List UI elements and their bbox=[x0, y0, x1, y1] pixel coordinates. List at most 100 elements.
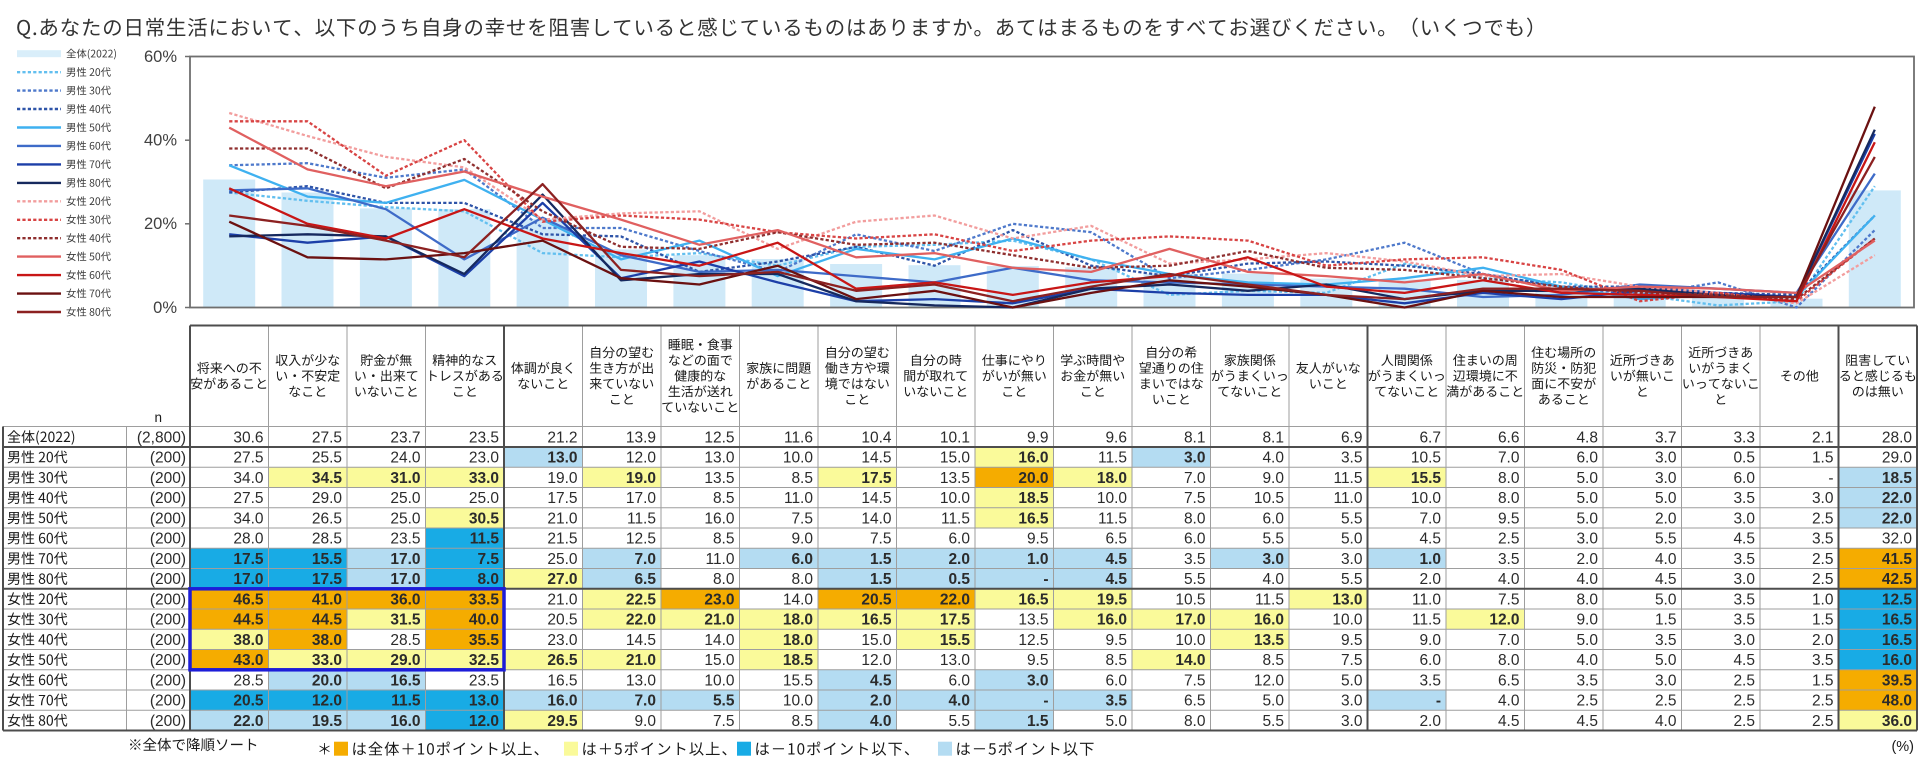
svg-text:25.5: 25.5 bbox=[312, 450, 342, 467]
svg-text:9.5: 9.5 bbox=[1341, 632, 1363, 649]
svg-text:16.0: 16.0 bbox=[1254, 612, 1284, 629]
svg-text:24.0: 24.0 bbox=[390, 450, 421, 467]
svg-text:40%: 40% bbox=[144, 132, 177, 150]
svg-text:2.5: 2.5 bbox=[1733, 672, 1755, 689]
svg-text:7.5: 7.5 bbox=[1341, 652, 1363, 669]
svg-text:32.0: 32.0 bbox=[1882, 531, 1913, 548]
svg-text:3.0: 3.0 bbox=[1655, 450, 1677, 467]
svg-text:0.5: 0.5 bbox=[1733, 450, 1755, 467]
svg-text:6.0: 6.0 bbox=[948, 672, 970, 689]
svg-text:26.5: 26.5 bbox=[547, 652, 578, 669]
svg-text:8.5: 8.5 bbox=[791, 470, 813, 487]
svg-text:(200): (200) bbox=[150, 652, 186, 669]
svg-text:4.0: 4.0 bbox=[1262, 450, 1284, 467]
svg-text:1.5: 1.5 bbox=[1655, 612, 1677, 629]
svg-text:17.5: 17.5 bbox=[547, 490, 577, 507]
svg-text:(200): (200) bbox=[150, 672, 186, 689]
svg-text:4.0: 4.0 bbox=[1655, 713, 1677, 730]
svg-text:8.5: 8.5 bbox=[713, 531, 735, 548]
svg-text:8.0: 8.0 bbox=[1498, 470, 1520, 487]
svg-text:1.5: 1.5 bbox=[1812, 672, 1834, 689]
svg-text:19.0: 19.0 bbox=[547, 470, 578, 487]
svg-text:10.1: 10.1 bbox=[940, 429, 970, 446]
svg-text:36.0: 36.0 bbox=[390, 591, 420, 608]
svg-text:3.0: 3.0 bbox=[1341, 713, 1363, 730]
svg-text:25.0: 25.0 bbox=[547, 551, 578, 568]
svg-text:8.0: 8.0 bbox=[713, 571, 735, 588]
svg-text:16.5: 16.5 bbox=[390, 672, 421, 689]
svg-text:7.5: 7.5 bbox=[1184, 490, 1206, 507]
svg-text:11.5: 11.5 bbox=[1255, 591, 1284, 608]
svg-text:10.0: 10.0 bbox=[783, 450, 814, 467]
svg-text:2.1: 2.1 bbox=[1812, 429, 1834, 446]
svg-text:-: - bbox=[1043, 693, 1048, 710]
svg-text:5.5: 5.5 bbox=[1341, 510, 1363, 527]
svg-text:13.5: 13.5 bbox=[1018, 612, 1048, 629]
svg-text:2.5: 2.5 bbox=[1576, 693, 1598, 710]
svg-text:1.5: 1.5 bbox=[870, 571, 892, 588]
svg-text:8.5: 8.5 bbox=[1105, 652, 1127, 669]
svg-text:13.0: 13.0 bbox=[547, 450, 577, 467]
svg-text:48.0: 48.0 bbox=[1882, 693, 1912, 710]
svg-text:11.0: 11.0 bbox=[784, 490, 813, 507]
svg-text:5.0: 5.0 bbox=[1576, 632, 1598, 649]
svg-text:9.0: 9.0 bbox=[634, 713, 656, 730]
svg-text:4.0: 4.0 bbox=[1498, 571, 1520, 588]
svg-text:36.0: 36.0 bbox=[1882, 713, 1912, 730]
svg-text:4.5: 4.5 bbox=[1655, 571, 1677, 588]
svg-text:(2,800): (2,800) bbox=[137, 429, 186, 446]
svg-text:2.5: 2.5 bbox=[1655, 693, 1677, 710]
svg-text:11.5: 11.5 bbox=[1098, 450, 1127, 467]
svg-text:2.5: 2.5 bbox=[1498, 531, 1520, 548]
svg-text:3.5: 3.5 bbox=[1733, 591, 1755, 608]
svg-text:3.5: 3.5 bbox=[1341, 450, 1363, 467]
svg-text:11.5: 11.5 bbox=[1333, 470, 1362, 487]
svg-text:-: - bbox=[1828, 470, 1833, 487]
svg-text:10.4: 10.4 bbox=[861, 429, 892, 446]
svg-text:12.0: 12.0 bbox=[626, 450, 657, 467]
svg-text:5.0: 5.0 bbox=[1576, 510, 1598, 527]
svg-text:22.5: 22.5 bbox=[626, 591, 657, 608]
svg-text:13.0: 13.0 bbox=[1332, 591, 1362, 608]
svg-text:20.5: 20.5 bbox=[861, 591, 892, 608]
svg-text:3.0: 3.0 bbox=[1733, 632, 1755, 649]
svg-text:9.5: 9.5 bbox=[1027, 531, 1049, 548]
svg-text:22.0: 22.0 bbox=[1882, 510, 1912, 527]
svg-text:18.0: 18.0 bbox=[783, 632, 813, 649]
svg-text:28.5: 28.5 bbox=[312, 531, 342, 548]
svg-text:4.0: 4.0 bbox=[948, 693, 970, 710]
svg-text:21.0: 21.0 bbox=[704, 612, 734, 629]
svg-text:7.0: 7.0 bbox=[1498, 450, 1520, 467]
svg-text:6.5: 6.5 bbox=[634, 571, 656, 588]
svg-text:38.0: 38.0 bbox=[233, 632, 263, 649]
svg-text:10.5: 10.5 bbox=[1411, 450, 1441, 467]
svg-text:20.5: 20.5 bbox=[233, 693, 264, 710]
svg-text:10.0: 10.0 bbox=[1332, 612, 1363, 629]
svg-text:4.5: 4.5 bbox=[1498, 713, 1520, 730]
svg-text:27.0: 27.0 bbox=[547, 571, 577, 588]
svg-text:2.0: 2.0 bbox=[1812, 632, 1834, 649]
svg-text:12.5: 12.5 bbox=[1018, 632, 1048, 649]
svg-text:7.5: 7.5 bbox=[713, 713, 735, 730]
svg-text:8.0: 8.0 bbox=[1498, 652, 1520, 669]
svg-text:19.5: 19.5 bbox=[1097, 591, 1128, 608]
svg-text:5.5: 5.5 bbox=[1655, 531, 1677, 548]
svg-text:11.5: 11.5 bbox=[470, 531, 500, 548]
svg-text:7.5: 7.5 bbox=[870, 531, 892, 548]
svg-text:8.5: 8.5 bbox=[791, 713, 813, 730]
svg-text:3.0: 3.0 bbox=[1027, 672, 1049, 689]
svg-text:13.9: 13.9 bbox=[626, 429, 656, 446]
svg-text:20%: 20% bbox=[144, 215, 177, 233]
svg-text:33.0: 33.0 bbox=[312, 652, 342, 669]
svg-text:17.5: 17.5 bbox=[940, 612, 971, 629]
svg-text:25.0: 25.0 bbox=[390, 510, 421, 527]
svg-text:17.0: 17.0 bbox=[233, 571, 263, 588]
svg-text:32.5: 32.5 bbox=[469, 652, 500, 669]
svg-text:3.0: 3.0 bbox=[1812, 490, 1834, 507]
svg-text:8.0: 8.0 bbox=[791, 571, 813, 588]
svg-text:22.0: 22.0 bbox=[626, 612, 656, 629]
svg-text:7.5: 7.5 bbox=[1498, 591, 1520, 608]
svg-text:16.0: 16.0 bbox=[704, 510, 735, 527]
svg-text:34.5: 34.5 bbox=[312, 470, 343, 487]
svg-text:(200): (200) bbox=[150, 490, 186, 507]
